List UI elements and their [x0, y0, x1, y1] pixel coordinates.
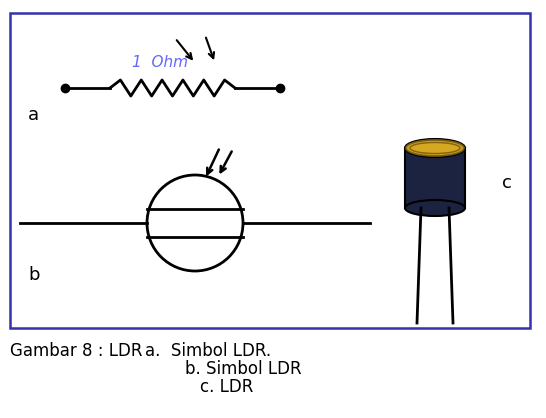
Text: a: a: [28, 106, 39, 124]
Bar: [10, 13, 530, 328]
Ellipse shape: [405, 139, 465, 157]
Ellipse shape: [410, 143, 460, 153]
Ellipse shape: [405, 200, 465, 216]
Ellipse shape: [406, 140, 464, 156]
Text: c. LDR: c. LDR: [200, 378, 253, 396]
Text: c: c: [502, 174, 512, 192]
Text: Gambar 8 : LDR: Gambar 8 : LDR: [10, 342, 143, 360]
Bar: [405, 148, 465, 208]
Text: a.  Simbol LDR.: a. Simbol LDR.: [145, 342, 271, 360]
Text: b: b: [28, 266, 39, 284]
Text: b. Simbol LDR: b. Simbol LDR: [185, 360, 301, 378]
Text: 1  Ohm: 1 Ohm: [132, 55, 188, 70]
